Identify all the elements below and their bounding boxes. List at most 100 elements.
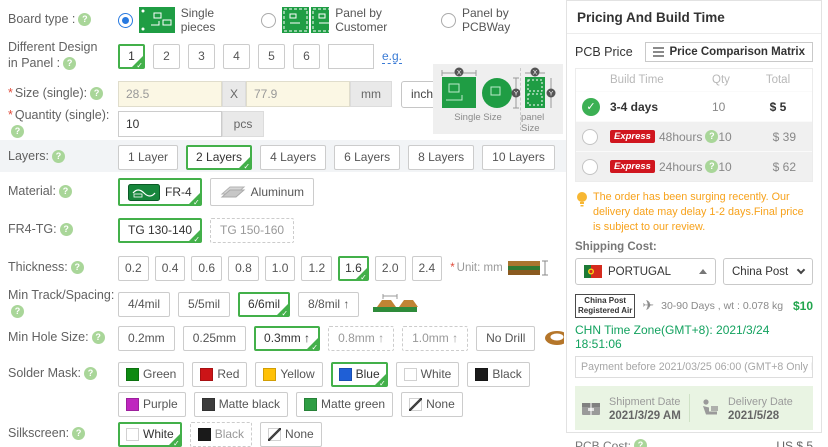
- option-mask-none[interactable]: None: [401, 391, 463, 417]
- help-icon[interactable]: ?: [63, 57, 77, 71]
- custom-design-count-input[interactable]: [328, 43, 374, 69]
- board-type-option-label: Panel by Customer: [335, 6, 388, 34]
- option-2-layers[interactable]: 2 Layers: [186, 144, 253, 171]
- design-count-option-5[interactable]: 5: [258, 43, 285, 69]
- option-thickness-1.6[interactable]: 1.6: [338, 255, 369, 282]
- design-count-option-6[interactable]: 6: [293, 43, 320, 69]
- quantity-input[interactable]: [118, 111, 222, 137]
- option-silk-black[interactable]: Black: [189, 421, 253, 447]
- radio-48hours[interactable]: [582, 128, 598, 145]
- help-icon[interactable]: ?: [70, 261, 84, 275]
- solder-mask-row-2: Purple Matte black Matte green None: [8, 390, 564, 418]
- red-swatch-icon: [200, 367, 214, 381]
- option-mask-matte-green[interactable]: Matte green: [296, 391, 394, 417]
- help-icon[interactable]: ?: [90, 87, 104, 101]
- board-type-option-panel-customer[interactable]: Panel by Customer: [260, 6, 419, 34]
- option-no-drill[interactable]: No Drill: [476, 325, 536, 351]
- option-hole-0.8mm[interactable]: 0.8mm ↑: [328, 325, 395, 351]
- option-aluminum[interactable]: Aluminum: [209, 178, 315, 206]
- svg-text:Y: Y: [549, 91, 554, 98]
- pcb-price-header: PCB Price Price Comparison Matrix: [575, 42, 813, 62]
- help-icon[interactable]: ?: [52, 150, 65, 164]
- design-count-option-2[interactable]: 2: [153, 43, 180, 69]
- radio-panel-by-pcbway[interactable]: [441, 12, 456, 28]
- option-thickness-0.8[interactable]: 0.8: [228, 255, 259, 281]
- fr4-tg-label: FR4-TG:?: [8, 222, 118, 238]
- help-icon[interactable]: ?: [11, 125, 24, 139]
- blue-swatch-icon: [338, 367, 352, 381]
- design-count-option-3[interactable]: 3: [188, 43, 215, 69]
- option-thickness-0.2[interactable]: 0.2: [118, 255, 149, 281]
- radio-24hours[interactable]: [582, 158, 598, 175]
- help-icon[interactable]: ?: [72, 427, 86, 441]
- build-time-row-48hours[interactable]: Express 48hours? 10 $ 39: [576, 121, 812, 151]
- option-hole-0.3mm[interactable]: 0.3mm ↑: [254, 325, 321, 352]
- option-thickness-0.4[interactable]: 0.4: [154, 255, 186, 281]
- country-select[interactable]: PORTUGAL: [575, 258, 716, 286]
- price-comparison-matrix-button[interactable]: Price Comparison Matrix: [644, 42, 813, 62]
- help-icon[interactable]: ?: [58, 185, 72, 199]
- option-thickness-2.4[interactable]: 2.4: [411, 255, 443, 281]
- help-icon[interactable]: ?: [11, 305, 24, 319]
- carrier-select[interactable]: China Post: [723, 258, 813, 286]
- size-x-input[interactable]: [118, 81, 222, 107]
- green-swatch-icon: [126, 367, 139, 381]
- help-icon[interactable]: ?: [59, 223, 73, 237]
- option-8-layers[interactable]: 8 Layers: [408, 144, 475, 170]
- help-icon[interactable]: ?: [634, 439, 648, 447]
- option-track-8-8mil[interactable]: 8/8mil ↑: [298, 291, 360, 317]
- board-type-option-single[interactable]: Single pieces: [118, 6, 239, 34]
- example-link[interactable]: e.g.: [382, 48, 403, 64]
- design-count-option-4[interactable]: 4: [223, 43, 250, 69]
- option-tg-150-160[interactable]: TG 150-160: [210, 217, 295, 243]
- option-thickness-1.0[interactable]: 1.0: [264, 255, 296, 281]
- option-mask-matte-black[interactable]: Matte black: [193, 391, 289, 417]
- black-swatch-icon: [475, 367, 489, 381]
- delay-notice: The order has been surging recently. Our…: [576, 190, 812, 235]
- matrix-button-label: Price Comparison Matrix: [669, 46, 805, 58]
- option-mask-red[interactable]: Red: [192, 361, 248, 387]
- option-track-5-5mil[interactable]: 5/5mil: [178, 291, 231, 317]
- matte-black-swatch-icon: [201, 397, 215, 411]
- option-hole-1.0mm[interactable]: 1.0mm ↑: [402, 325, 469, 351]
- option-thickness-0.6[interactable]: 0.6: [191, 255, 223, 281]
- build-time-row-3-4-days[interactable]: ✓ 3-4 days 10 $ 5: [576, 91, 812, 121]
- option-hole-0.2mm[interactable]: 0.2mm: [118, 325, 175, 351]
- radio-panel-by-customer[interactable]: [260, 12, 276, 28]
- option-silk-white[interactable]: White: [118, 421, 182, 447]
- option-4-layers[interactable]: 4 Layers: [260, 144, 327, 170]
- radio-single-pieces[interactable]: [118, 12, 133, 28]
- help-icon[interactable]: ?: [91, 331, 105, 345]
- size-y-input[interactable]: [246, 81, 350, 107]
- help-icon[interactable]: ?: [83, 367, 97, 381]
- min-hole-row: Min Hole Size:? 0.2mm 0.25mm 0.3mm ↑ 0.8…: [8, 324, 564, 352]
- board-type-row: Board type :? Single pieces Panel by Cus…: [8, 6, 564, 34]
- build-time-row-24hours[interactable]: Express 24hours? 10 $ 62: [576, 151, 812, 181]
- option-track-4-4mil[interactable]: 4/4mil: [118, 291, 171, 317]
- option-1-layer[interactable]: 1 Layer: [118, 144, 179, 170]
- option-fr4[interactable]: FR-4: [118, 178, 202, 207]
- option-mask-blue[interactable]: Blue: [330, 361, 388, 388]
- option-tg-130-140[interactable]: TG 130-140: [118, 217, 203, 244]
- mask-option-label: None: [426, 397, 455, 411]
- option-track-6-6mil[interactable]: 6/6mil: [238, 291, 291, 318]
- track-spacing-icon: [373, 294, 419, 312]
- option-mask-black[interactable]: Black: [467, 361, 530, 387]
- option-silk-none[interactable]: None: [260, 421, 322, 447]
- option-thickness-2.0[interactable]: 2.0: [374, 255, 406, 281]
- option-mask-purple[interactable]: Purple: [118, 391, 186, 417]
- help-icon[interactable]: ?: [705, 160, 719, 173]
- help-icon[interactable]: ?: [705, 130, 719, 143]
- design-count-option-1[interactable]: 1: [118, 43, 145, 70]
- help-icon[interactable]: ?: [78, 13, 92, 27]
- option-mask-green[interactable]: Green: [118, 361, 185, 387]
- option-10-layers[interactable]: 10 Layers: [482, 144, 555, 170]
- board-type-option-panel-pcbway[interactable]: Panel by PCBWay: [441, 6, 542, 34]
- required-asterisk: *: [8, 108, 13, 123]
- option-mask-white[interactable]: White: [395, 361, 460, 387]
- option-mask-yellow[interactable]: Yellow: [255, 361, 323, 387]
- option-6-layers[interactable]: 6 Layers: [334, 144, 401, 170]
- option-hole-0.25mm[interactable]: 0.25mm: [182, 325, 247, 351]
- option-thickness-1.2[interactable]: 1.2: [301, 255, 333, 281]
